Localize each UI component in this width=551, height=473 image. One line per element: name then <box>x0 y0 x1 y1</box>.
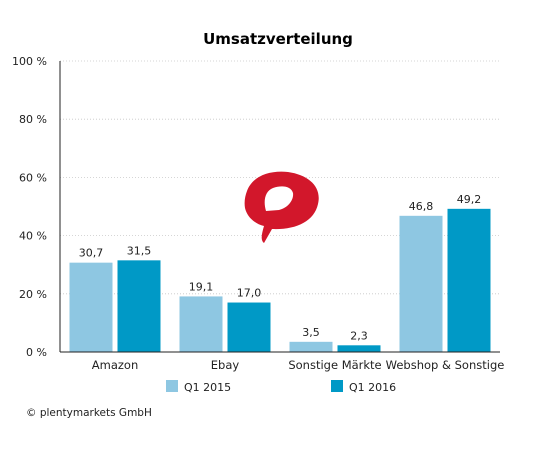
x-category-label: Sonstige Märkte <box>288 358 381 372</box>
bar-q1-2016 <box>117 260 161 352</box>
value-labels: 30,7 31,5 19,1 17,0 3,5 2,3 46,8 49,2 <box>79 193 482 342</box>
bar-value-label: 19,1 <box>189 280 214 293</box>
y-tick-label: 60 % <box>19 171 47 184</box>
brand-logo <box>244 171 319 243</box>
y-tick-label: 0 % <box>26 346 47 359</box>
bar-value-label: 30,7 <box>79 247 104 260</box>
x-category-label: Amazon <box>92 358 138 372</box>
bars <box>69 208 491 352</box>
bar-q1-2015 <box>179 296 223 352</box>
bar-value-label: 49,2 <box>457 193 482 206</box>
legend-label-q1-2015: Q1 2015 <box>184 381 231 394</box>
bar-q1-2016 <box>447 208 491 352</box>
y-tick-label: 20 % <box>19 288 47 301</box>
logo-p-shape <box>244 171 319 243</box>
bar-value-label: 2,3 <box>350 329 368 342</box>
bar-q1-2015 <box>399 215 443 352</box>
legend: Q1 2015 Q1 2016 <box>166 380 396 394</box>
bar-value-label: 3,5 <box>302 326 320 339</box>
y-tick-label: 100 % <box>12 55 47 68</box>
bar-q1-2016 <box>337 345 381 352</box>
chart-title: Umsatzverteilung <box>203 30 353 48</box>
y-tick-label: 80 % <box>19 113 47 126</box>
copyright-notice: © plentymarkets GmbH <box>26 407 152 419</box>
bar-q1-2015 <box>69 262 113 352</box>
legend-swatch-q1-2015 <box>166 380 178 392</box>
bar-value-label: 17,0 <box>237 287 262 300</box>
bar-value-label: 31,5 <box>127 244 152 257</box>
y-axis-ticks: 0 % 20 % 40 % 60 % 80 % 100 % <box>12 55 47 359</box>
x-category-label: Webshop & Sonstige <box>386 358 505 372</box>
legend-swatch-q1-2016 <box>331 380 343 392</box>
bar-q1-2016 <box>227 302 271 352</box>
legend-label-q1-2016: Q1 2016 <box>349 381 396 394</box>
x-category-label: Ebay <box>211 358 240 372</box>
bar-value-label: 46,8 <box>409 200 434 213</box>
bar-q1-2015 <box>289 341 333 352</box>
y-tick-label: 40 % <box>19 230 47 243</box>
x-axis-categories: Amazon Ebay Sonstige Märkte Webshop & Sonst… <box>92 358 505 372</box>
